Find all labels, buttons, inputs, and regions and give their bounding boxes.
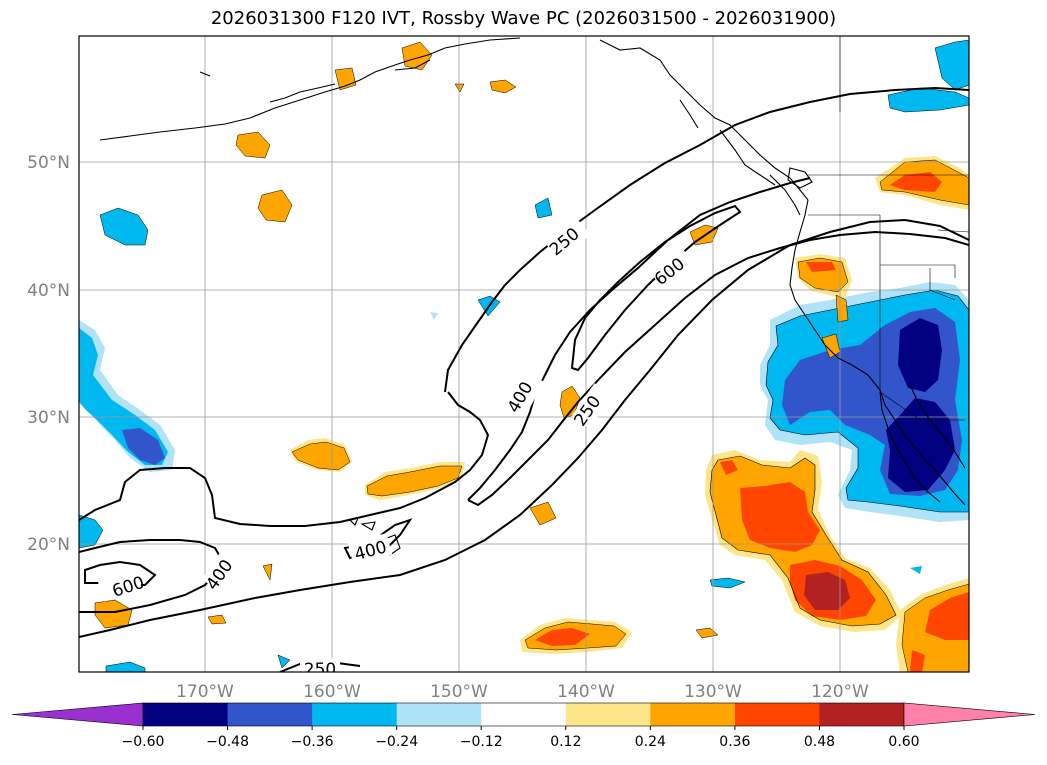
negative-region-small-3 — [709, 577, 746, 589]
longitude-label-150w: 150°W — [430, 682, 488, 702]
colorbar-tick-label: −0.12 — [460, 734, 503, 750]
map-title: 2026031300 F120 IVT, Rossby Wave PC (202… — [210, 8, 837, 29]
gridlines — [79, 36, 969, 672]
positive-region-small-13 — [454, 83, 465, 93]
colorbar-tick-label: −0.60 — [122, 734, 165, 750]
colorbar-max-extension — [903, 702, 1036, 727]
colorbar-bin — [481, 703, 567, 726]
positive-region-small-9 — [529, 501, 557, 526]
positive-anomaly-regions — [94, 41, 969, 672]
positive-region-small-6 — [489, 79, 517, 94]
negative-region-west-pacific-south — [79, 514, 104, 549]
negative-region-northeast-corner — [934, 39, 969, 91]
positive-region-coastal-ca-strong — [806, 262, 836, 272]
positive-region-east-pacific-small — [720, 460, 738, 475]
colorbar-bin — [734, 703, 820, 726]
negative-region-southwest-us-extreme-2 — [886, 398, 955, 492]
colorbar-bin — [650, 703, 736, 726]
positive-region-small-15 — [835, 294, 849, 323]
colorbar-tick-label: 0.24 — [635, 734, 666, 750]
ivt-contours — [79, 86, 969, 672]
latitude-label-30n: 30°N — [27, 408, 70, 428]
colorbar-bin — [565, 703, 651, 726]
negative-region-small-4 — [277, 654, 291, 669]
positive-region-east-pacific-outline — [709, 455, 897, 627]
positive-region-mid-pacific-1-inner — [291, 441, 351, 471]
positive-region-small-2 — [257, 189, 293, 223]
negative-anomaly-regions — [79, 39, 969, 672]
positive-region-small-8 — [334, 67, 357, 91]
colorbar-tick-label: 0.36 — [719, 734, 750, 750]
positive-region-east-pacific-strong — [740, 482, 820, 552]
colorbar-bins — [142, 702, 905, 727]
latitude-label-40n: 40°N — [27, 281, 70, 301]
colorbar-bin — [312, 703, 398, 726]
negative-region-west-pacific-inner — [79, 328, 168, 465]
negative-region-southwest-us-outline — [765, 289, 969, 513]
longitude-label-130w: 130°W — [684, 682, 742, 702]
map-frame — [78, 35, 970, 673]
positive-region-east-pacific-extreme — [804, 572, 850, 610]
coastlines — [99, 37, 966, 556]
latitude-label-20n: 20°N — [27, 535, 70, 555]
negative-region-north-pacific — [99, 207, 149, 246]
longitude-label-120w: 120°W — [811, 682, 869, 702]
negative-region-small-7 — [430, 312, 438, 320]
positive-region-small-12 — [262, 563, 273, 581]
colorbar-min-extension — [11, 702, 144, 727]
colorbar: −0.60 −0.48 −0.36 −0.24 −0.12 0.12 0.24 0.36 0.4… — [11, 702, 1036, 750]
positive-region-southeast-corner-strong — [925, 592, 969, 640]
colorbar-tick-label: 0.12 — [550, 734, 581, 750]
contour-400 — [467, 177, 811, 501]
positive-region-southeast-corner-strong-2 — [910, 650, 925, 672]
colorbar-bin — [396, 703, 482, 726]
contour-label-250-bottom: 250 — [304, 660, 336, 680]
colorbar-bin — [143, 703, 229, 726]
colorbar-tick-label: −0.36 — [291, 734, 334, 750]
negative-region-southwest-us-extreme-1 — [898, 318, 942, 392]
colorbar-tick-label: 0.48 — [804, 734, 835, 750]
colorbar-tick-label: −0.24 — [375, 734, 418, 750]
positive-region-small-10 — [695, 627, 719, 639]
negative-region-small-6 — [910, 566, 922, 574]
negative-region-small-2 — [534, 197, 553, 219]
latitude-label-50n: 50°N — [27, 153, 70, 173]
positive-region-small-11 — [207, 614, 227, 625]
negative-region-small-5 — [105, 661, 146, 672]
longitude-label-140w: 140°W — [557, 682, 615, 702]
positive-region-small-1 — [235, 131, 271, 159]
contour-600 — [570, 204, 742, 372]
longitude-label-170w: 170°W — [176, 682, 234, 702]
positive-region-south-central-strong — [535, 628, 590, 646]
negative-region-west-pacific-core — [122, 428, 165, 465]
map-content: 250 400 600 600 400 250 400 250 — [79, 36, 969, 680]
colorbar-tick-label: 0.60 — [888, 734, 919, 750]
negative-region-canada-coast — [887, 87, 969, 113]
colorbar-tick-label: −0.48 — [206, 734, 249, 750]
contour-250-south — [79, 218, 969, 638]
longitude-label-160w: 160°W — [303, 682, 361, 702]
contour-250-north — [444, 86, 969, 393]
positive-region-mid-pacific-2-inner — [366, 465, 463, 497]
colorbar-bin — [819, 703, 905, 726]
positive-region-oregon-strong — [890, 172, 942, 192]
colorbar-ticks: −0.60 −0.48 −0.36 −0.24 −0.12 0.12 0.24 0.36 0.4… — [122, 726, 920, 750]
political-borders — [808, 36, 969, 421]
colorbar-bin — [227, 703, 313, 726]
